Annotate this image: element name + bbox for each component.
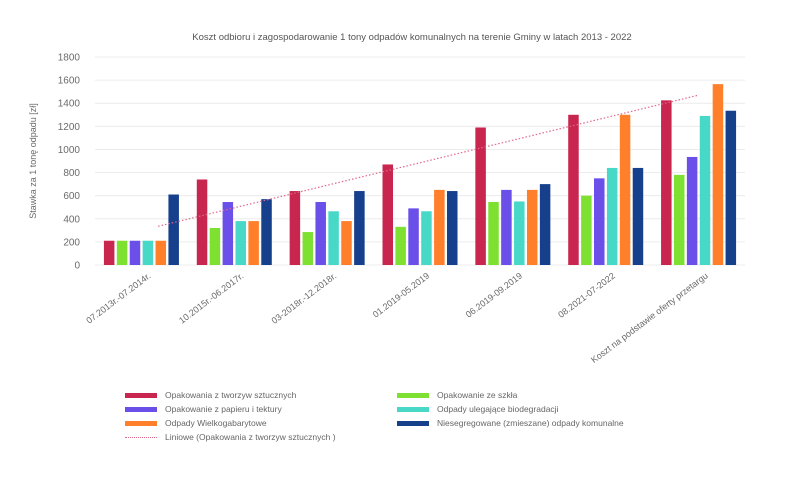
- legend-swatch: [125, 406, 157, 412]
- bar: [661, 100, 672, 265]
- bar: [261, 199, 272, 265]
- bar: [103, 240, 115, 265]
- bar: [475, 127, 486, 265]
- x-tick-label: 07.2013r.-07.2014r.: [84, 271, 152, 326]
- bar: [382, 164, 393, 265]
- x-tick-label: 03-2018r.-12.2018r.: [270, 271, 339, 326]
- bar: [434, 189, 445, 265]
- bar: [116, 240, 128, 265]
- bar: [632, 167, 644, 265]
- y-tick-label: 1200: [58, 122, 81, 133]
- bar: [699, 115, 711, 265]
- bar: [421, 211, 432, 265]
- y-tick-label: 600: [63, 191, 80, 202]
- x-tick-label: 10.2015r.-06.2017r.: [177, 271, 245, 326]
- legend-label: Odpady Wielkogabarytowe: [165, 418, 267, 428]
- trendline: [158, 94, 699, 227]
- legend-item-glass: Opakowanie ze szkła: [397, 390, 517, 400]
- bar: [142, 240, 154, 265]
- bar: [447, 191, 458, 265]
- bar: [581, 195, 592, 265]
- y-axis-label: Stawka za 1 tonę odpadu [zł]: [28, 103, 38, 219]
- bar: [209, 228, 221, 265]
- y-tick-label: 1400: [58, 99, 81, 110]
- bar: [408, 208, 419, 265]
- legend-label: Odpady ulegające biodegradacji: [437, 404, 559, 414]
- y-tick-label: 200: [63, 237, 80, 248]
- x-tick-label: 08.2021-07-2022: [556, 271, 617, 320]
- bar: [725, 110, 737, 265]
- y-tick-label: 1800: [58, 53, 81, 64]
- legend-label: Liniowe (Opakowania z tworzyw sztucznych…: [165, 432, 336, 442]
- bar: [315, 202, 326, 265]
- legend-label: Niesegregowane (zmieszane) odpady komuna…: [437, 418, 624, 428]
- legend-swatch: [125, 392, 157, 398]
- legend-item-trendline: Liniowe (Opakowania z tworzyw sztucznych…: [125, 432, 336, 442]
- y-tick-label: 1600: [58, 76, 81, 87]
- x-tick-label: 06.2019-09.2019: [464, 271, 524, 320]
- bar: [129, 240, 141, 265]
- gridlines: [95, 56, 745, 266]
- bar: [222, 202, 234, 265]
- legend-swatch: [125, 420, 157, 426]
- legend-label: Opakowanie z papieru i tektury: [165, 404, 282, 414]
- bar: [354, 191, 365, 265]
- bar: [526, 189, 538, 265]
- bar: [395, 226, 406, 265]
- bar: [488, 202, 499, 265]
- legend-swatch: [397, 420, 429, 426]
- bar: [606, 167, 618, 265]
- bar: [501, 189, 512, 265]
- bar: [539, 184, 551, 265]
- x-tick-label: 01.2019-05.2019: [371, 271, 431, 320]
- bar: [686, 156, 698, 265]
- bar-chart: Koszt odbioru i zagospodarowanie 1 tony …: [28, 32, 745, 365]
- bar: [235, 221, 246, 265]
- bar: [328, 211, 339, 265]
- legend-swatch: [397, 406, 429, 412]
- x-axis-ticks: 07.2013r.-07.2014r. 10.2015r.-06.2017r. 03…: [84, 271, 710, 365]
- legend-item-mixed: Niesegregowane (zmieszane) odpady komuna…: [397, 418, 624, 428]
- bar: [712, 84, 724, 266]
- bar: [673, 174, 685, 265]
- bar: [289, 191, 301, 265]
- chart-title: Koszt odbioru i zagospodarowanie 1 tony …: [192, 32, 631, 43]
- bar: [619, 114, 631, 266]
- y-tick-label: 800: [63, 168, 80, 179]
- legend-item-bulky: Odpady Wielkogabarytowe: [125, 418, 267, 428]
- y-tick-label: 400: [63, 214, 80, 225]
- bar: [248, 221, 259, 265]
- legend-label: Opakowanie ze szkła: [437, 390, 518, 400]
- legend-swatch: [397, 392, 429, 398]
- bars: [103, 84, 737, 266]
- bar: [196, 179, 208, 265]
- bar: [155, 240, 167, 265]
- trendline-layer: [158, 94, 699, 227]
- y-tick-label: 0: [74, 261, 80, 272]
- bar: [568, 114, 579, 266]
- bar: [514, 201, 525, 265]
- legend-item-plastic: Opakowania z tworzyw sztucznych: [125, 390, 296, 400]
- bar: [594, 178, 605, 265]
- legend-item-bio: Odpady ulegające biodegradacji: [397, 404, 558, 414]
- y-tick-label: 1000: [58, 145, 81, 156]
- bar: [341, 221, 352, 265]
- y-axis-ticks: 0 200 400 600 800 1000 1200 1400 1600 1800: [58, 53, 81, 272]
- legend-label: Opakowania z tworzyw sztucznych: [165, 390, 297, 400]
- bar: [168, 194, 179, 265]
- legend-item-paper: Opakowanie z papieru i tektury: [125, 404, 282, 414]
- legend-swatch: [125, 436, 157, 438]
- bar: [302, 232, 314, 265]
